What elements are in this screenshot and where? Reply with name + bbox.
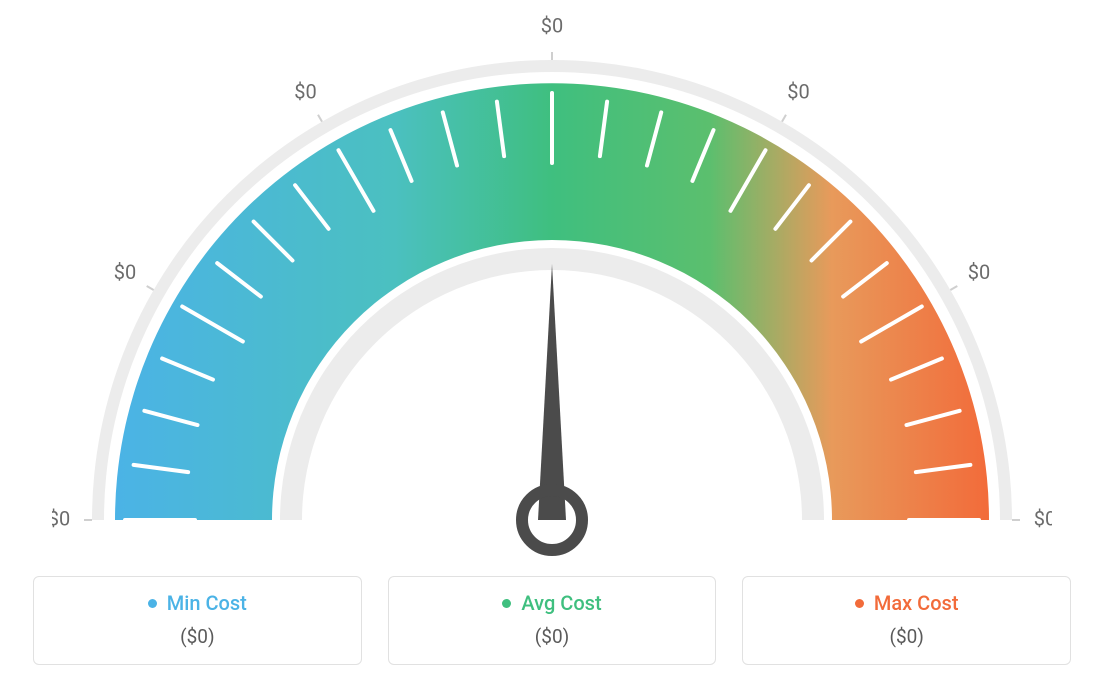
svg-text:$0: $0: [1034, 506, 1052, 530]
legend-title-avg: Avg Cost: [502, 591, 601, 615]
gauge-svg: $0 $0 $0 $0 $0 $0 $0: [52, 5, 1052, 575]
legend-card-avg: Avg Cost ($0): [388, 576, 717, 665]
legend-value-min: ($0): [44, 625, 351, 648]
legend-dot-min: [148, 599, 157, 608]
legend-dot-avg: [502, 599, 511, 608]
svg-text:$0: $0: [294, 79, 316, 103]
svg-text:$0: $0: [787, 79, 809, 103]
legend-card-max: Max Cost ($0): [742, 576, 1071, 665]
legend-dot-max: [855, 599, 864, 608]
legend-row: Min Cost ($0) Avg Cost ($0) Max Cost ($0…: [33, 576, 1071, 665]
legend-title-max: Max Cost: [855, 591, 959, 615]
gauge-chart: $0 $0 $0 $0 $0 $0 $0: [52, 5, 1052, 575]
legend-label-max: Max Cost: [874, 591, 959, 615]
gauge-cost-widget: $0 $0 $0 $0 $0 $0 $0 Min Cost ($0) Avg Cost ($…: [0, 0, 1104, 690]
legend-card-min: Min Cost ($0): [33, 576, 362, 665]
svg-text:$0: $0: [114, 260, 136, 284]
legend-title-min: Min Cost: [148, 591, 247, 615]
legend-label-min: Min Cost: [167, 591, 247, 615]
svg-text:$0: $0: [541, 13, 563, 37]
svg-text:$0: $0: [968, 260, 990, 284]
legend-value-max: ($0): [753, 625, 1060, 648]
svg-text:$0: $0: [52, 506, 70, 530]
legend-label-avg: Avg Cost: [521, 591, 601, 615]
legend-value-avg: ($0): [399, 625, 706, 648]
